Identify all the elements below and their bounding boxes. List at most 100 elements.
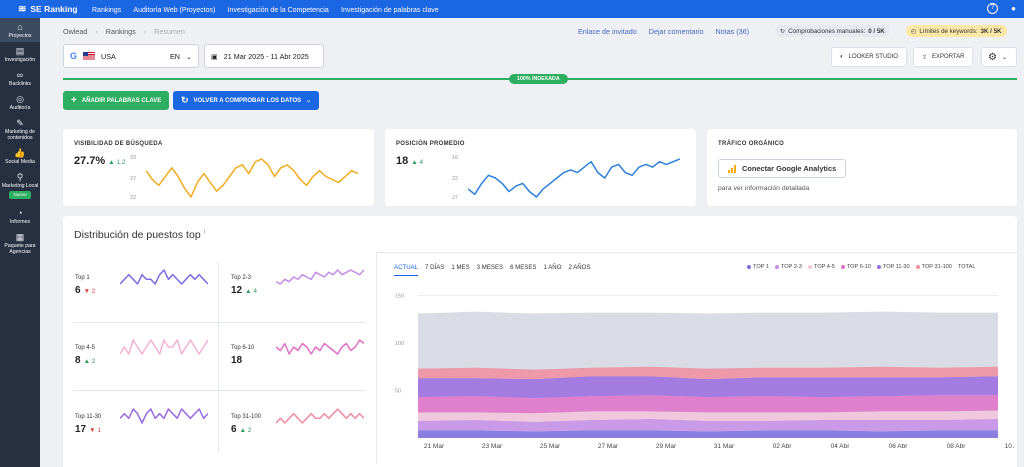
legend-item[interactable]: TOP 11-30 <box>876 264 910 270</box>
distribution-title: Distribución de puestos top i <box>74 229 205 241</box>
cell-value: 18 <box>231 355 242 366</box>
cell-label: Top 1 <box>75 275 90 281</box>
breadcrumb-section[interactable]: Rankings <box>105 27 136 36</box>
x-tick-label: 10 Abr <box>1005 443 1014 450</box>
legend-item[interactable]: TOP 31-100 <box>915 264 952 270</box>
tab-1-year[interactable]: 1 AÑO <box>543 264 562 271</box>
keyword-limit-quota[interactable]: ◴ Límites de keywords: 3K / 5K <box>906 25 1007 37</box>
legend-item[interactable]: TOP 4-5 <box>807 264 835 270</box>
user-icon[interactable]: ● <box>1011 4 1016 13</box>
search-engine-select[interactable]: G USA EN ⌄ <box>63 44 199 68</box>
visibility-axis-bottom: 22 <box>130 195 137 201</box>
help-icon[interactable]: ? <box>987 3 998 14</box>
tab-1-month[interactable]: 1 MES <box>451 264 470 271</box>
date-range-picker[interactable]: ▣ 21 Mar 2025 - 11 Abr 2025 <box>204 44 324 68</box>
language-code: EN <box>169 51 180 61</box>
x-tick-label: 21 Mar <box>424 443 445 450</box>
distribution-top-divider <box>376 252 1017 253</box>
cell-count: 17 <box>75 424 87 435</box>
cell-sparkline-line <box>276 408 364 424</box>
cell-change: ▼ 1 <box>89 427 101 434</box>
cell-value: 12 ▲ 4 <box>231 285 257 296</box>
add-keywords-button[interactable]: + AÑADIR PALABRAS CLAVE <box>63 91 170 110</box>
agency-icon: ▦ <box>15 232 25 242</box>
sidebar-item-research[interactable]: ▤ Investigación <box>0 42 40 66</box>
new-badge: Nuevo <box>9 191 31 199</box>
nav-site-audit[interactable]: Auditoría Web (Proyectos) <box>133 6 216 14</box>
guest-link[interactable]: Enlace de invitado <box>578 27 637 36</box>
x-tick-label: 31 Mar <box>714 443 735 450</box>
manual-checks-quota[interactable]: ↻ Comprobaciones manuales: 0 / 5K <box>775 25 890 37</box>
legend-dot <box>807 264 812 269</box>
nav-keyword-research[interactable]: Investigación de palabras clave <box>341 6 439 14</box>
sidebar-item-audit[interactable]: ◎ Auditoría <box>0 90 40 114</box>
tab-3-months[interactable]: 3 MESES <box>476 264 504 271</box>
breadcrumb-project[interactable]: Owlead <box>63 27 88 36</box>
legend-item[interactable]: TOP 2-3 <box>774 264 802 270</box>
index-progress-bar: 100% INDEXADA <box>63 74 1017 84</box>
distribution-cell: Top 11-30 17 ▼ 1 <box>75 408 210 444</box>
cells-divider-v <box>218 262 219 452</box>
period-tabs: ACTUAL 7 DÍAS 1 MES 3 MESES 6 MESES 1 AÑ… <box>394 264 590 276</box>
sidebar-item-projects[interactable]: ⌂ Proyectos <box>0 18 40 42</box>
series-area-top-6-10 <box>418 395 998 414</box>
legend-item[interactable]: TOP 6-10 <box>840 264 871 270</box>
tab-7-days[interactable]: 7 DÍAS <box>425 264 445 271</box>
legend-item[interactable]: TOTAL <box>958 264 976 270</box>
series-area-top-11-30 <box>418 376 998 399</box>
visibility-line <box>146 158 358 198</box>
settings-button[interactable]: ⚙ ⌄ <box>981 47 1017 67</box>
cell-sparkline <box>120 339 208 355</box>
sidebar-item-reports[interactable]: ◔ Informes <box>0 204 40 228</box>
cell-sparkline-line <box>120 408 208 424</box>
header-links: Enlace de invitado Dejar comentario Nota… <box>578 27 749 36</box>
audit-icon: ◎ <box>16 94 24 104</box>
looker-studio-button[interactable]: ◐ LOOKER STUDIO <box>831 47 907 67</box>
series-area-top-4-5 <box>418 410 998 422</box>
distribution-divider <box>376 252 377 464</box>
recheck-data-button[interactable]: ↻ VOLVER A COMPROBAR LOS DATOS ⌄ <box>173 91 320 110</box>
sidebar-item-social-media[interactable]: 👍 Social Media <box>0 144 40 168</box>
brand-logo[interactable]: ≋ SE Ranking <box>18 3 78 15</box>
nav-competitor-research[interactable]: Investigación de la Competencia <box>227 6 329 14</box>
avg-position-change: ▲ 4 <box>411 159 424 166</box>
top-bar: ≋ SE Ranking Rankings Auditoría Web (Proy… <box>0 0 1024 18</box>
sidebar-item-agency-pack[interactable]: ▦ Paquete para Agencias <box>0 228 40 258</box>
cell-count: 12 <box>231 285 243 296</box>
cell-change: ▲ 4 <box>245 288 257 295</box>
leave-comment-link[interactable]: Dejar comentario <box>648 27 704 36</box>
export-button[interactable]: ⇪ EXPORTAR <box>913 47 974 67</box>
google-analytics-icon <box>728 164 736 173</box>
cell-sparkline <box>120 269 208 285</box>
content-icon: ✎ <box>16 118 24 128</box>
cell-change: ▲ 2 <box>239 427 252 434</box>
tab-6-months[interactable]: 6 MESES <box>510 264 537 271</box>
cell-label: Top 2-3 <box>231 275 252 281</box>
x-tick-label: 29 Mar <box>656 443 677 450</box>
sidebar-item-local-marketing[interactable]: ⚲ Marketing Local Nuevo <box>1 172 39 199</box>
nav-rankings[interactable]: Rankings <box>92 6 122 14</box>
breadcrumb-page: Resumen <box>154 27 185 36</box>
calendar-icon: ▣ <box>211 51 218 61</box>
upload-icon: ⇪ <box>922 54 928 61</box>
legend-dot <box>915 264 920 269</box>
cell-count: 6 <box>75 285 81 296</box>
sidebar-item-content-marketing[interactable]: ✎ Marketing de contenidos <box>0 114 40 144</box>
tab-2-years[interactable]: 2 AÑOS <box>568 264 591 271</box>
sidebar-item-backlinks[interactable]: ∞ Backlinks <box>0 66 40 90</box>
cells-divider-h2 <box>73 390 366 391</box>
tab-current[interactable]: ACTUAL <box>394 264 419 276</box>
refresh-icon: ↻ <box>780 27 786 35</box>
legend-label: TOP 6-10 <box>846 264 871 270</box>
avg-position-value: 18 ▲ 4 <box>396 155 424 167</box>
legend-item[interactable]: TOP 1 <box>747 264 769 270</box>
legend-dot <box>774 264 779 269</box>
connect-ga-button[interactable]: Conectar Google Analytics <box>718 159 847 178</box>
cell-sparkline-line <box>120 339 208 355</box>
organic-traffic-card: TRÁFICO ORGÁNICO Conectar Google Analyti… <box>707 129 1017 206</box>
social-icon: 👍 <box>14 148 26 158</box>
notes-link[interactable]: Notas (36) <box>715 27 750 36</box>
se-ranking-logo-icon: ≋ <box>18 3 27 15</box>
chevron-right-icon: › <box>95 27 98 36</box>
legend-label: TOP 4-5 <box>813 264 835 270</box>
